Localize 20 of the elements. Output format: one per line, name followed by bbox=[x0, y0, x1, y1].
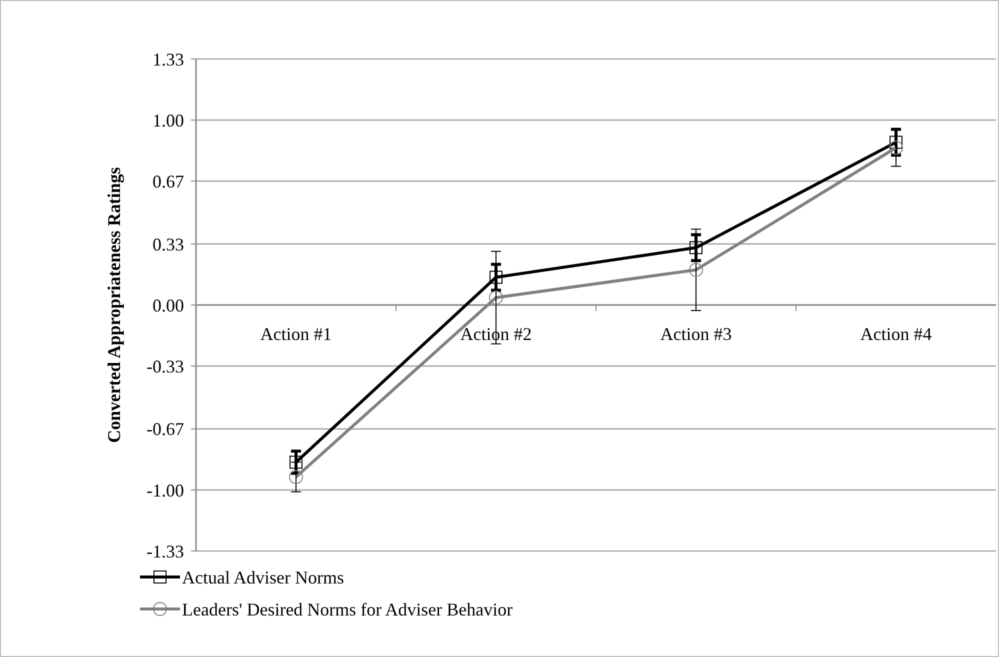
y-tick-label: -0.67 bbox=[146, 419, 184, 440]
point bbox=[690, 241, 702, 254]
point bbox=[490, 270, 502, 284]
y-tick-label: 1.33 bbox=[152, 49, 184, 70]
y-tick-label: -0.33 bbox=[146, 356, 184, 376]
x-tick-label: Action #4 bbox=[860, 324, 932, 344]
y-tick-label: 0.33 bbox=[152, 234, 184, 254]
legend-label: Leaders' Desired Norms for Adviser Behavior bbox=[182, 599, 513, 620]
y-tick-label: -1.33 bbox=[146, 541, 184, 562]
y-tick-label: -1.00 bbox=[146, 480, 184, 500]
x-tick-label: Action #3 bbox=[660, 324, 732, 344]
point bbox=[890, 136, 902, 149]
point bbox=[290, 456, 302, 469]
y-tick-label: 1.00 bbox=[152, 110, 184, 130]
x-tick-label: Action #1 bbox=[260, 324, 332, 344]
y-axis-title: Converted Appropriateness Ratings bbox=[104, 167, 124, 443]
legend-label: Actual Adviser Norms bbox=[182, 567, 344, 588]
y-tick-label: 0.00 bbox=[152, 295, 184, 316]
y-tick-label: 0.67 bbox=[152, 171, 184, 192]
point bbox=[689, 262, 703, 277]
